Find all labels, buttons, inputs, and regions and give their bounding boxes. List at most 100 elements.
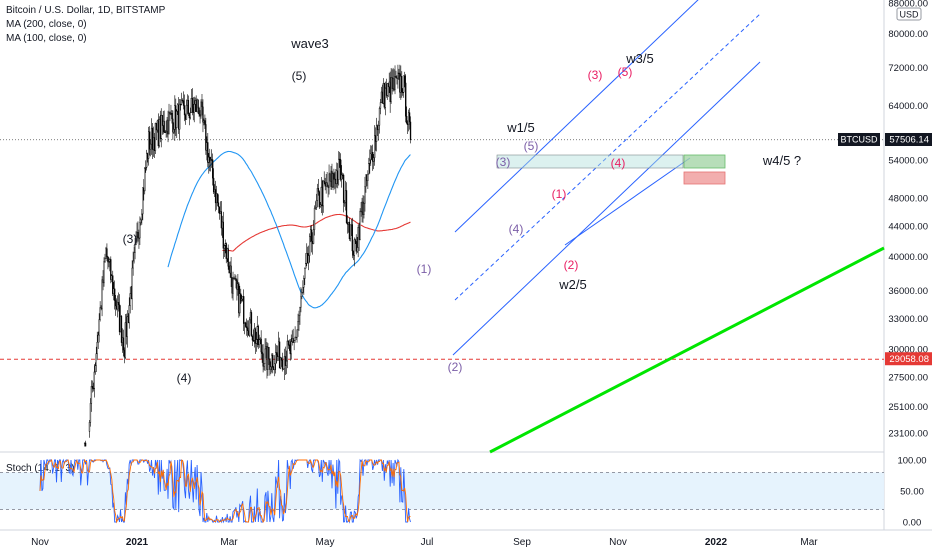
candle-body (110, 259, 112, 280)
candle-body (117, 302, 120, 306)
candle-body (179, 103, 182, 106)
candle-body (225, 243, 227, 259)
candle-body (195, 100, 197, 112)
candle-body (197, 99, 199, 109)
candle-body (298, 315, 300, 322)
candle-body (147, 153, 149, 159)
candle-body (94, 365, 96, 373)
candle-body (163, 120, 165, 133)
candle-body (244, 322, 246, 324)
candle-body (321, 186, 323, 207)
candle-body (235, 278, 237, 281)
candle-body (373, 157, 375, 162)
candle-body (296, 329, 298, 338)
candle-body (120, 315, 123, 343)
channel-upper (454, 0, 699, 233)
candle-body (96, 341, 98, 354)
candle-body (316, 188, 319, 201)
candle-body (134, 244, 136, 253)
candle-body (209, 156, 211, 161)
candle-body (312, 229, 315, 244)
candle-body (156, 120, 159, 131)
candle-body (219, 211, 222, 214)
candle-body (274, 363, 276, 371)
candle-body (314, 207, 317, 209)
time-tick-label: May (316, 537, 335, 548)
candle-body (247, 330, 250, 336)
candle-body (194, 100, 196, 105)
candle-body (396, 77, 398, 79)
candle-body (179, 103, 181, 130)
candle-body (121, 337, 124, 343)
wave-label-red: (2) (564, 258, 579, 272)
candle-body (386, 83, 388, 96)
candle-body (277, 341, 280, 357)
candle-body (124, 322, 127, 358)
candle-body (351, 224, 353, 252)
candle-body (132, 260, 134, 269)
time-tick-label: Jul (421, 537, 434, 548)
candle-body (157, 120, 159, 147)
candle-body (257, 326, 259, 345)
symbol-badge-label: BTCUSD (840, 135, 878, 145)
candle-body (270, 366, 272, 370)
candle-body (339, 158, 341, 161)
candle-body (188, 113, 191, 119)
candle-body (347, 221, 350, 225)
candle-body (399, 73, 401, 93)
candle-body (289, 344, 291, 355)
candle-body (249, 312, 252, 321)
candle-body (293, 340, 295, 343)
candle-body (151, 127, 154, 150)
candle-body (215, 193, 218, 204)
candle-body (277, 354, 279, 357)
candle-body (177, 104, 179, 112)
candle-body (238, 283, 240, 314)
candle-body (340, 159, 342, 180)
chart-legend: Bitcoin / U.S. Dollar, 1D, BITSTAMP MA (… (6, 4, 165, 46)
last-price-value: 57506.14 (889, 135, 929, 146)
candle-body (141, 213, 143, 220)
price-tick-label: 54000.00 (888, 156, 928, 167)
candle-body (126, 316, 128, 337)
candle-body (155, 123, 158, 131)
candle-body (230, 265, 232, 278)
candle-body (113, 288, 115, 294)
candle-body (242, 296, 244, 300)
candle-body (261, 351, 263, 354)
candle-body (226, 248, 228, 259)
candle-body (168, 112, 170, 135)
stoch-tick-label: 100.00 (897, 456, 926, 467)
candle-body (302, 287, 304, 293)
wave-label: (5) (292, 69, 307, 83)
candle-body (236, 280, 238, 290)
symbol-title[interactable]: Bitcoin / U.S. Dollar, 1D, BITSTAMP (6, 5, 166, 16)
candle-body (343, 202, 346, 204)
candle-body (384, 87, 386, 108)
candle-body (305, 263, 307, 269)
candle-body (185, 104, 188, 120)
ma-200-label[interactable]: MA (200, close, 0) (6, 19, 87, 30)
candle-body (90, 386, 93, 404)
wave-label-red: (5) (618, 65, 633, 79)
candle-body (288, 344, 290, 346)
candle-body (371, 152, 373, 154)
candle-body (300, 296, 302, 308)
candle-body (258, 339, 260, 345)
symbol-badge (838, 133, 880, 146)
candle-body (97, 334, 99, 343)
candle-body (171, 113, 173, 120)
candle-body (203, 120, 205, 123)
candle-body (378, 108, 381, 126)
candle-body (210, 159, 212, 161)
ma-100-label[interactable]: MA (100, close, 0) (6, 33, 87, 44)
wave-label: w4/5 ? (762, 153, 801, 168)
candle-body (123, 349, 126, 358)
candle-body (212, 159, 214, 179)
candle-body (319, 204, 321, 208)
price-tick-label: 25100.00 (888, 402, 928, 413)
candle-body (376, 125, 379, 131)
candle-body (107, 256, 109, 263)
support-badge (885, 352, 932, 366)
